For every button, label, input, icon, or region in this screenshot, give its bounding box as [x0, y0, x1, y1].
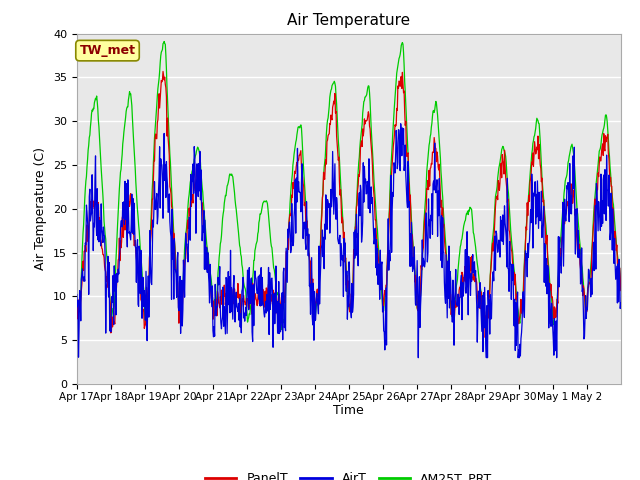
PanelT — [99, 252, 107, 257]
AM25T_PRT — [99, 192, 107, 198]
AirT — [617, 300, 625, 306]
PanelT — [394, 83, 402, 89]
AirT — [591, 237, 598, 243]
PanelT — [300, 180, 307, 186]
PanelT — [175, 295, 182, 301]
AM25T_PRT — [175, 297, 182, 302]
AirT — [397, 121, 404, 127]
AirT — [299, 212, 307, 217]
Text: TW_met: TW_met — [79, 44, 136, 57]
AM25T_PRT — [600, 127, 607, 132]
AirT — [174, 250, 182, 255]
PanelT — [73, 302, 81, 308]
Line: AirT: AirT — [77, 124, 621, 358]
X-axis label: Time: Time — [333, 405, 364, 418]
AirT — [394, 166, 401, 171]
AirT — [600, 177, 607, 183]
AM25T_PRT — [73, 319, 81, 325]
AM25T_PRT — [617, 287, 625, 292]
Y-axis label: Air Temperature (C): Air Temperature (C) — [35, 147, 47, 270]
AirT — [99, 240, 107, 245]
PanelT — [481, 335, 489, 340]
PanelT — [159, 69, 167, 74]
Line: PanelT: PanelT — [77, 72, 621, 337]
Line: AM25T_PRT: AM25T_PRT — [77, 41, 621, 329]
PanelT — [600, 153, 607, 158]
AM25T_PRT — [591, 197, 598, 203]
PanelT — [591, 196, 598, 202]
AirT — [73, 292, 81, 298]
PanelT — [617, 288, 625, 293]
AM25T_PRT — [277, 326, 285, 332]
AM25T_PRT — [160, 38, 168, 44]
AM25T_PRT — [300, 168, 308, 173]
AirT — [415, 355, 422, 360]
Title: Air Temperature: Air Temperature — [287, 13, 410, 28]
AM25T_PRT — [395, 60, 403, 65]
Legend: PanelT, AirT, AM25T_PRT: PanelT, AirT, AM25T_PRT — [200, 468, 497, 480]
